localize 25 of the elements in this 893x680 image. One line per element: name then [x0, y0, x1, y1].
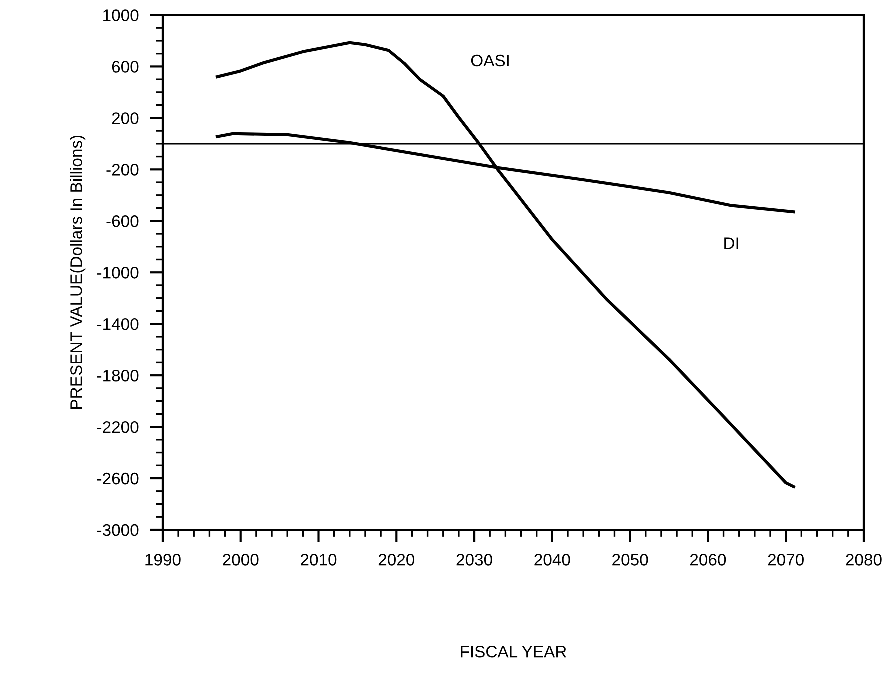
x-tick-label: 2070	[768, 554, 804, 566]
y-tick-label: 1000	[104, 10, 139, 22]
y-tick-label: -1000	[97, 267, 139, 279]
y-axis-title: PRESENT VALUE(Dollars In Billions)	[70, 136, 86, 409]
y-tick-label: -1400	[97, 318, 139, 330]
y-tick-label: -1800	[97, 370, 139, 382]
x-tick-label: 2060	[690, 554, 726, 566]
y-tick-label: -2200	[97, 421, 139, 434]
x-tick-label: 2000	[223, 554, 259, 566]
x-tick-label: 2020	[378, 554, 415, 566]
x-axis-title: FISCAL YEAR	[461, 646, 566, 658]
x-tick-label: 2010	[301, 554, 337, 566]
x-tick-label: 2030	[456, 554, 492, 566]
y-tick-label: -600	[106, 216, 139, 228]
x-tick-label: 2050	[612, 554, 648, 566]
x-tick-label: 1990	[146, 554, 181, 566]
y-tick-label: -3000	[97, 524, 139, 536]
x-tick-label: 2040	[534, 554, 570, 566]
text: OASI	[471, 54, 509, 67]
y-tick-label: -200	[106, 164, 139, 176]
y-tick-label: 600	[112, 61, 139, 73]
y-tick-label: 200	[112, 112, 139, 124]
series-label: DI	[724, 238, 738, 250]
x-tick-label: 2080	[846, 554, 882, 566]
y-tick-label: -2600	[97, 472, 139, 485]
